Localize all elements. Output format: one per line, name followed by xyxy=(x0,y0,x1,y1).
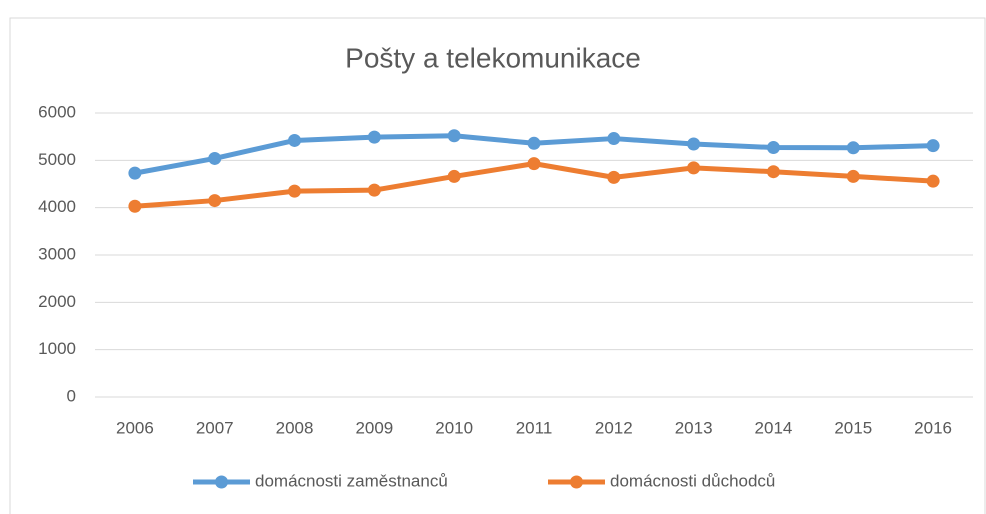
x-tick-label: 2016 xyxy=(914,418,952,437)
x-tick-label: 2009 xyxy=(355,418,393,437)
x-tick-label: 2010 xyxy=(435,418,473,437)
legend-label: domácnosti zaměstnanců xyxy=(255,471,448,490)
marker xyxy=(846,169,860,183)
y-tick-label: 4000 xyxy=(38,197,76,216)
x-tick-label: 2007 xyxy=(196,418,234,437)
x-tick-label: 2011 xyxy=(516,418,553,437)
y-tick-label: 5000 xyxy=(38,150,76,169)
marker xyxy=(607,170,621,184)
marker xyxy=(128,199,142,213)
chart-border xyxy=(9,17,986,514)
marker xyxy=(208,151,222,165)
marker xyxy=(926,139,940,153)
marker xyxy=(766,165,780,179)
marker xyxy=(367,130,381,144)
x-tick-label: 2012 xyxy=(595,418,633,437)
x-tick-label: 2013 xyxy=(675,418,713,437)
y-tick-label: 1000 xyxy=(38,339,76,358)
marker xyxy=(687,137,701,151)
y-tick-label: 6000 xyxy=(38,102,76,121)
legend-marker xyxy=(570,475,583,489)
marker xyxy=(288,133,302,147)
y-tick-label: 0 xyxy=(67,386,76,405)
marker xyxy=(527,157,541,171)
marker xyxy=(367,183,381,197)
x-tick-label: 2015 xyxy=(834,418,872,437)
marker xyxy=(926,174,940,188)
marker xyxy=(527,136,541,150)
x-tick-label: 2006 xyxy=(116,418,154,437)
chart-title: Pošty a telekomunikace xyxy=(345,42,641,73)
y-tick-label: 3000 xyxy=(38,244,76,263)
marker xyxy=(687,161,701,175)
marker xyxy=(846,141,860,155)
marker xyxy=(288,184,302,198)
marker xyxy=(607,132,621,146)
legend-label: domácnosti důchodců xyxy=(610,471,775,490)
marker xyxy=(208,194,222,208)
marker xyxy=(447,169,461,183)
x-tick-label: 2014 xyxy=(755,418,793,437)
legend-marker xyxy=(215,475,228,489)
x-tick-label: 2008 xyxy=(276,418,314,437)
y-tick-label: 2000 xyxy=(38,292,76,311)
marker xyxy=(766,141,780,155)
marker xyxy=(447,129,461,143)
marker xyxy=(128,166,142,180)
